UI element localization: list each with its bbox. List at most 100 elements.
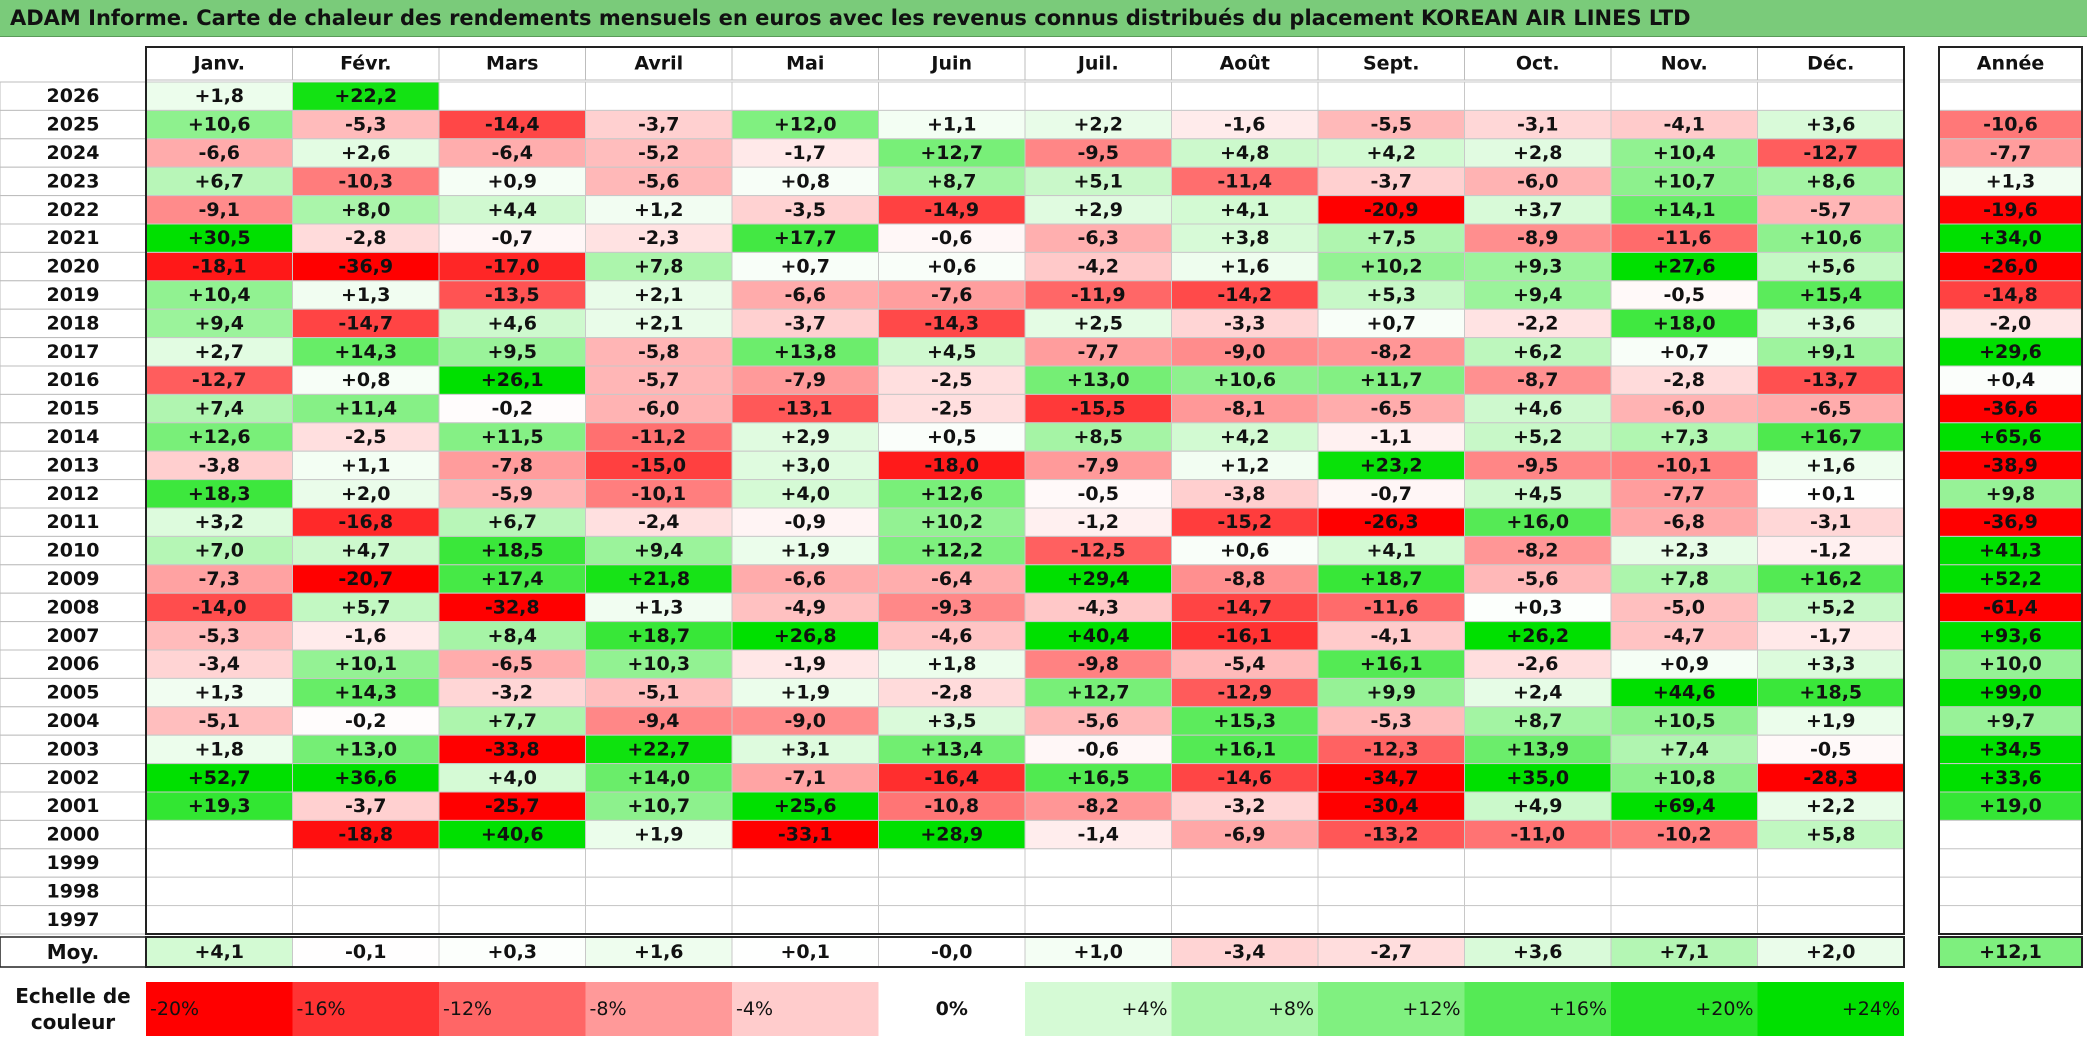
heatmap-cell [1317,166,1465,197]
heatmap-cell [1171,763,1319,793]
heatmap-cell-value: -1,7 [1810,625,1852,647]
annual-cell-value: -38,9 [1983,454,2038,476]
heatmap-cell-value: -10,2 [1657,824,1712,846]
heatmap-cell [145,479,293,509]
heatmap-cell-value: -4,1 [1370,625,1412,647]
heatmap-cell-value: +12,6 [920,483,983,505]
heatmap-cell [1171,507,1319,537]
annual-cell-value: +52,2 [1979,568,2042,590]
heatmap-cell-value: +8,5 [1073,426,1123,448]
heatmap-cell [292,109,440,140]
heatmap-cell-value: +4,1 [1366,540,1416,562]
heatmap-cell [1610,223,1758,253]
heatmap-cell-value: -5,7 [1810,199,1852,221]
month-header-cell [292,46,440,81]
year-label: 2009 [47,568,100,590]
heatmap-cell-value: -1,1 [1370,426,1412,448]
heatmap-cell-value: -12,7 [192,369,247,391]
heatmap-cell-value: +28,9 [920,824,983,846]
heatmap-cell-value: +16,0 [1506,511,1569,533]
heatmap-cell-value: -18,0 [924,454,979,476]
heatmap-cell-value: +10,6 [1799,227,1862,249]
heatmap-cell [1757,706,1905,736]
annual-cell-value: -26,0 [1983,256,2038,278]
heatmap-cell-value: -9,1 [198,199,240,221]
heatmap-cell [878,280,1026,310]
heatmap-cell-value: +0,6 [1220,540,1270,562]
year-label: 2014 [47,426,100,448]
heatmap-cell [292,195,440,225]
heatmap-cell [1464,819,1612,850]
heatmap-cell-value: -0,5 [1663,284,1705,306]
heatmap-cell-value: -34,7 [1364,767,1419,789]
heatmap-cell-value: -6,8 [1663,511,1705,533]
month-header-label: Nov. [1661,53,1708,75]
year-label: 2018 [47,312,100,334]
heatmap-cell [1171,280,1319,310]
heatmap-cell-value: -6,4 [491,142,533,164]
heatmap-cell [1171,450,1319,481]
heatmap-cell [585,365,733,395]
year-label: 2001 [47,795,100,817]
heatmap-cell [1757,422,1905,452]
heatmap-cell-value: +0,7 [780,256,830,278]
heatmap-cell [438,251,586,282]
heatmap-cell-value: +1,6 [1220,256,1270,278]
heatmap-cell-value: -4,7 [1663,625,1705,647]
heatmap-cell [438,109,586,140]
heatmap-cell-value: -9,4 [638,710,680,732]
annual-cell-value: +34,5 [1979,738,2042,760]
heatmap-cell-value: +1,2 [1220,454,1270,476]
heatmap-cell-value: -5,1 [198,710,240,732]
average-cell-value: -0,0 [931,941,973,963]
heatmap-cell [1171,308,1319,339]
heatmap-cell [1610,848,1758,878]
heatmap-cell-value: -7,3 [198,568,240,590]
heatmap-cell-value: -7,7 [1663,483,1705,505]
heatmap-cell-value: -5,0 [1663,596,1705,618]
year-label: 2005 [47,682,100,704]
heatmap-cell-value: +4,4 [487,199,537,221]
heatmap-cell-value: -15,5 [1071,398,1126,420]
heatmap-cell-value: -15,0 [631,454,686,476]
heatmap-cell [1317,848,1465,878]
color-scale-swatch [292,982,439,1036]
heatmap-cell-value: -2,4 [638,511,680,533]
heatmap-cell-value: -3,8 [1224,483,1266,505]
heatmap-cell-value: -2,3 [638,227,680,249]
heatmap-cell [1757,109,1905,140]
year-cell [0,195,147,225]
heatmap-cell-value: -12,9 [1217,682,1272,704]
heatmap-cell-value: +10,2 [920,511,983,533]
heatmap-cell [1464,223,1612,253]
heatmap-cell-value: +12,2 [920,540,983,562]
average-label: Moy. [47,940,99,964]
heatmap-cell-value: +11,7 [1360,369,1423,391]
annual-header-cell [1938,46,2083,81]
heatmap-cell [1757,621,1905,651]
heatmap-cell [585,592,733,623]
heatmap-cell [438,166,586,197]
heatmap-cell-value: -10,1 [631,483,686,505]
year-cell [0,81,147,111]
heatmap-cell-value: +1,6 [1806,454,1856,476]
heatmap-cell [585,81,733,111]
heatmap-cell [1171,81,1319,111]
heatmap-cell [292,308,440,339]
heatmap-cell-value: -5,5 [1370,114,1412,136]
heatmap-cell [1024,848,1172,878]
heatmap-cell [1024,706,1172,736]
heatmap-cell [1610,706,1758,736]
year-cell [0,507,147,537]
heatmap-cell-value: -2,8 [931,682,973,704]
heatmap-cell-value: +8,6 [1806,170,1856,192]
heatmap-cell-value: +3,1 [780,738,830,760]
heatmap-cell [1024,621,1172,651]
heatmap-cell-value: +5,8 [1806,824,1856,846]
heatmap-cell [1171,592,1319,623]
year-label: 2010 [47,540,100,562]
heatmap-cell [878,138,1026,168]
heatmap-cell [1024,166,1172,197]
heatmap-cell-value: +5,6 [1806,256,1856,278]
heatmap-cell-value: -0,6 [1077,738,1119,760]
